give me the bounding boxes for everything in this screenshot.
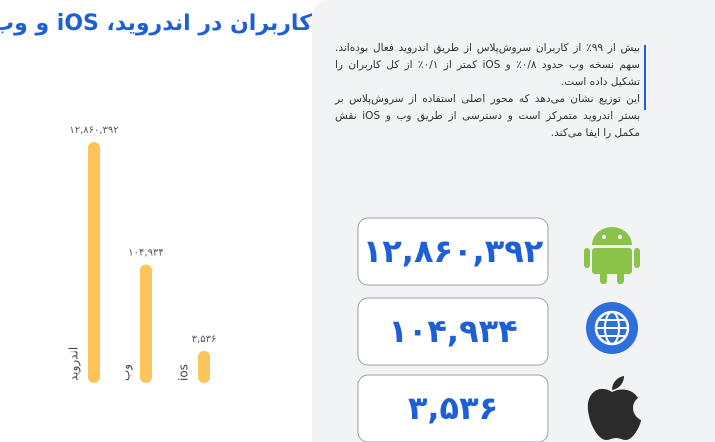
globe-icon bbox=[586, 302, 638, 354]
value-label: ۳,۵۳۶ bbox=[192, 334, 217, 345]
box-value: ۱۰۴,۹۳۴ bbox=[388, 312, 517, 350]
chart-title: کاربران در اندروید، iOS و وب bbox=[0, 11, 312, 36]
category-label: وب bbox=[119, 364, 134, 381]
value-boxes: ۱۲,۸۶۰,۳۹۲ ۱۰۴,۹۳۴ ۳,۵۳۶ bbox=[357, 217, 549, 442]
bar bbox=[88, 141, 100, 383]
category-label: ios bbox=[177, 364, 191, 381]
box-value: ۳,۵۳۶ bbox=[408, 389, 498, 427]
value-box bbox=[357, 297, 549, 366]
value-box bbox=[357, 217, 549, 286]
category-label: اندروید bbox=[67, 347, 82, 381]
value-label: ۱۲,۸۶۰,۳۹۲ bbox=[69, 125, 118, 136]
apple-icon bbox=[587, 376, 641, 440]
value-label: ۱۰۴,۹۳۴ bbox=[128, 247, 163, 258]
paragraph: این توزیع نشان می‌دهد که محور اصلی استفا… bbox=[335, 93, 640, 139]
paragraph: بیش از ۹۹٪ از کاربران سروش‌پلاس از طریق … bbox=[335, 42, 641, 88]
box-value: ۱۲,۸۶۰,۳۹۲ bbox=[363, 232, 544, 270]
description: بیش از ۹۹٪ از کاربران سروش‌پلاس از طریق … bbox=[335, 40, 640, 142]
android-icon bbox=[584, 227, 640, 284]
value-box bbox=[357, 374, 549, 442]
bar bbox=[140, 264, 152, 383]
bar bbox=[198, 350, 210, 383]
